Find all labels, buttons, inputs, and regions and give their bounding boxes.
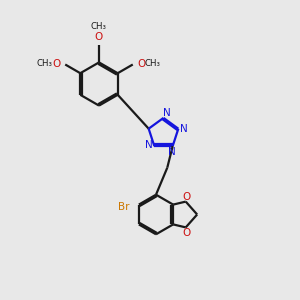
Text: Br: Br (118, 202, 130, 212)
Text: O: O (53, 59, 61, 69)
Text: N: N (169, 147, 176, 157)
Text: CH₃: CH₃ (36, 59, 52, 68)
Text: N: N (180, 124, 188, 134)
Text: CH₃: CH₃ (91, 22, 107, 31)
Text: O: O (137, 59, 145, 69)
Text: O: O (182, 191, 190, 202)
Text: O: O (94, 32, 103, 42)
Text: N: N (163, 107, 171, 118)
Text: CH₃: CH₃ (144, 59, 160, 68)
Text: N: N (145, 140, 153, 150)
Text: O: O (182, 227, 190, 238)
